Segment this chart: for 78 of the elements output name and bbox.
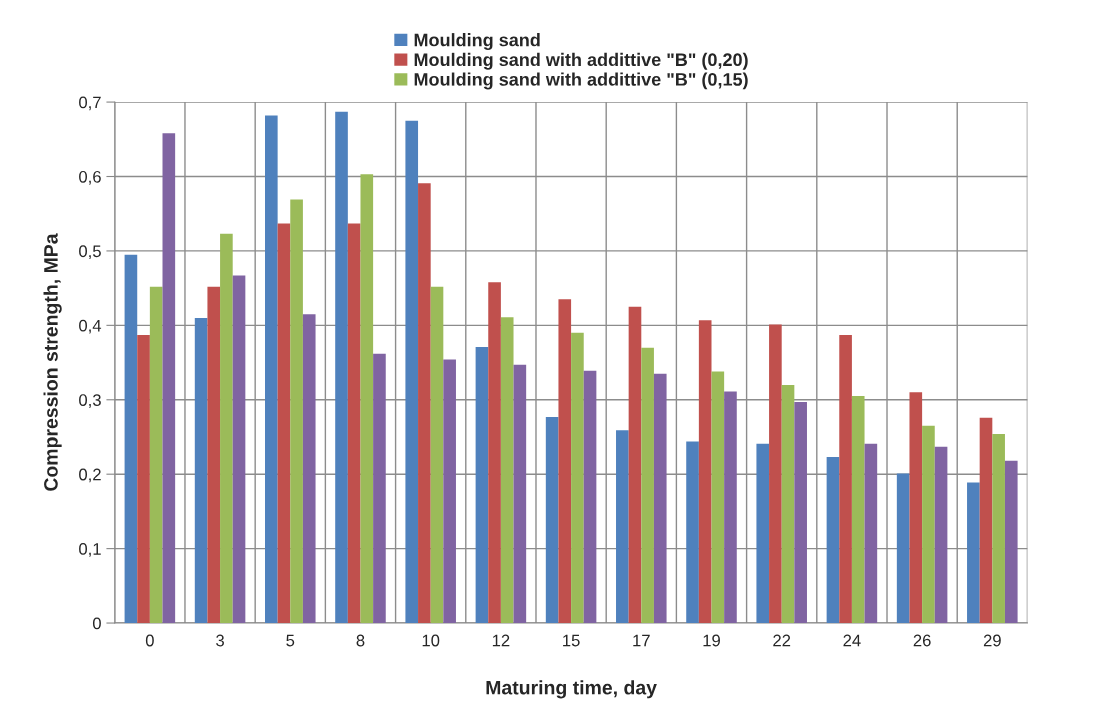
bar [373,353,386,624]
bar [1004,460,1018,624]
x-tick-label: 3 [216,634,224,647]
y-tick-label: 0,5 [79,245,101,260]
x-tick-label: 19 [703,634,720,647]
bar [265,115,278,624]
bar [769,324,782,624]
y-tick-label: 0,2 [79,468,101,483]
x-tick-label: 26 [913,634,931,647]
bar [571,332,584,624]
y-tick-label: 0,1 [79,543,101,557]
bar [443,359,456,624]
bar [500,317,514,624]
x-axis-title: Maturing time, day [486,680,657,699]
bar [641,347,654,624]
bar [826,457,840,624]
bar [711,371,725,624]
bar [545,416,559,624]
bar [616,430,629,624]
bar [781,384,795,624]
bar [335,111,348,624]
bar [686,441,699,624]
bar [934,446,948,624]
bar [558,299,572,624]
bar [162,133,176,624]
x-tick-label: 10 [422,634,440,647]
bar [583,370,597,624]
y-tick-label: 0,4 [79,319,102,334]
x-tick-label: 22 [773,634,791,647]
y-axis-title: Compression strength, MPa [43,233,62,491]
x-tick-label: 12 [492,634,510,647]
bar [277,223,291,624]
bar [347,223,361,624]
bar [290,199,303,624]
bar [839,335,852,624]
bar [405,120,419,624]
bar [418,183,431,624]
bar [475,346,489,624]
bar [137,335,150,624]
bar [207,286,221,624]
bar [232,275,246,624]
bar [864,443,878,624]
bar [302,314,316,624]
x-tick-label: 0 [145,634,154,647]
bar [967,482,980,624]
x-tick-label: 5 [286,634,295,647]
bar [194,317,208,624]
bar [794,402,807,624]
x-tick-label: 8 [356,634,365,647]
legend-label: Moulding sand with addittive "B" (0,15) [414,72,748,90]
bar [922,425,935,624]
bar [360,174,374,624]
y-tick-label: 0,6 [79,170,101,185]
bar [756,443,770,624]
x-tick-label: 17 [633,634,650,647]
bar [724,391,737,624]
y-tick-label: 0,3 [79,394,101,408]
bar [513,364,527,624]
y-tick-label: 0,7 [79,96,101,111]
legend-label: Moulding sand [414,33,540,51]
y-tick-label: 0 [92,617,101,630]
x-tick-label: 29 [983,634,1001,647]
bar [124,254,138,624]
x-tick-label: 24 [843,634,861,647]
bar [149,286,163,624]
bar [896,473,910,624]
bar [220,233,233,624]
x-tick-label: 15 [563,634,580,647]
bar [653,373,667,624]
bar [430,286,444,624]
legend-label: Moulding sand with addittive "B" (0,20) [414,52,748,70]
bar [909,392,923,624]
bar [488,282,501,624]
bar [992,434,1005,624]
bar [698,320,712,624]
bar [979,417,993,624]
bar [628,306,642,624]
bar [851,396,865,624]
